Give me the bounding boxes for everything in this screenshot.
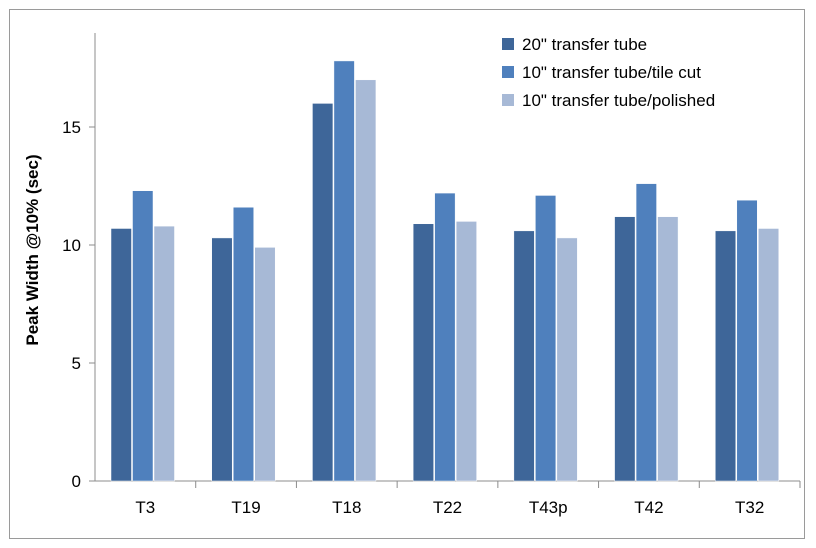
plot-area: 0 5 10 15 T3 T19 T18 T22 T43p T42 T32 xyxy=(62,33,801,517)
bar xyxy=(412,223,434,482)
y-axis-title: Peak Width @10% (sec) xyxy=(23,154,42,345)
x-tick-label: T42 xyxy=(634,498,663,517)
bar xyxy=(333,60,355,482)
legend-label: 20" transfer tube xyxy=(522,35,647,54)
x-tick-label: T22 xyxy=(433,498,462,517)
bar xyxy=(535,195,557,482)
bar xyxy=(110,228,132,482)
bar xyxy=(736,199,758,482)
legend-swatch xyxy=(502,94,514,106)
x-tick-label: T3 xyxy=(135,498,155,517)
y-tick-label: 5 xyxy=(72,354,81,373)
x-tick-label: T43p xyxy=(529,498,568,517)
x-tick-label: T18 xyxy=(332,498,361,517)
bar xyxy=(635,183,657,482)
legend-swatch xyxy=(502,38,514,50)
y-tick-label: 0 xyxy=(72,472,81,491)
bar xyxy=(434,192,456,482)
bar xyxy=(455,221,477,482)
bar xyxy=(715,230,737,482)
bar xyxy=(556,237,578,482)
bar xyxy=(657,216,679,482)
legend-swatch xyxy=(502,66,514,78)
legend-label: 10" transfer tube/polished xyxy=(522,91,715,110)
legend: 20" transfer tube 10" transfer tube/tile … xyxy=(502,35,715,110)
bar xyxy=(132,190,154,482)
y-tick-label: 10 xyxy=(62,236,81,255)
y-tick-label: 15 xyxy=(62,118,81,137)
x-tick-label: T32 xyxy=(735,498,764,517)
bar xyxy=(254,247,276,482)
bar xyxy=(614,216,636,482)
bar xyxy=(513,230,535,482)
bar xyxy=(355,79,377,482)
bar xyxy=(758,228,780,482)
x-tick-label: T19 xyxy=(231,498,260,517)
bar xyxy=(232,206,254,482)
bar xyxy=(153,225,175,482)
bar xyxy=(211,237,233,482)
legend-label: 10" transfer tube/tile cut xyxy=(522,63,701,82)
bar xyxy=(312,103,334,482)
